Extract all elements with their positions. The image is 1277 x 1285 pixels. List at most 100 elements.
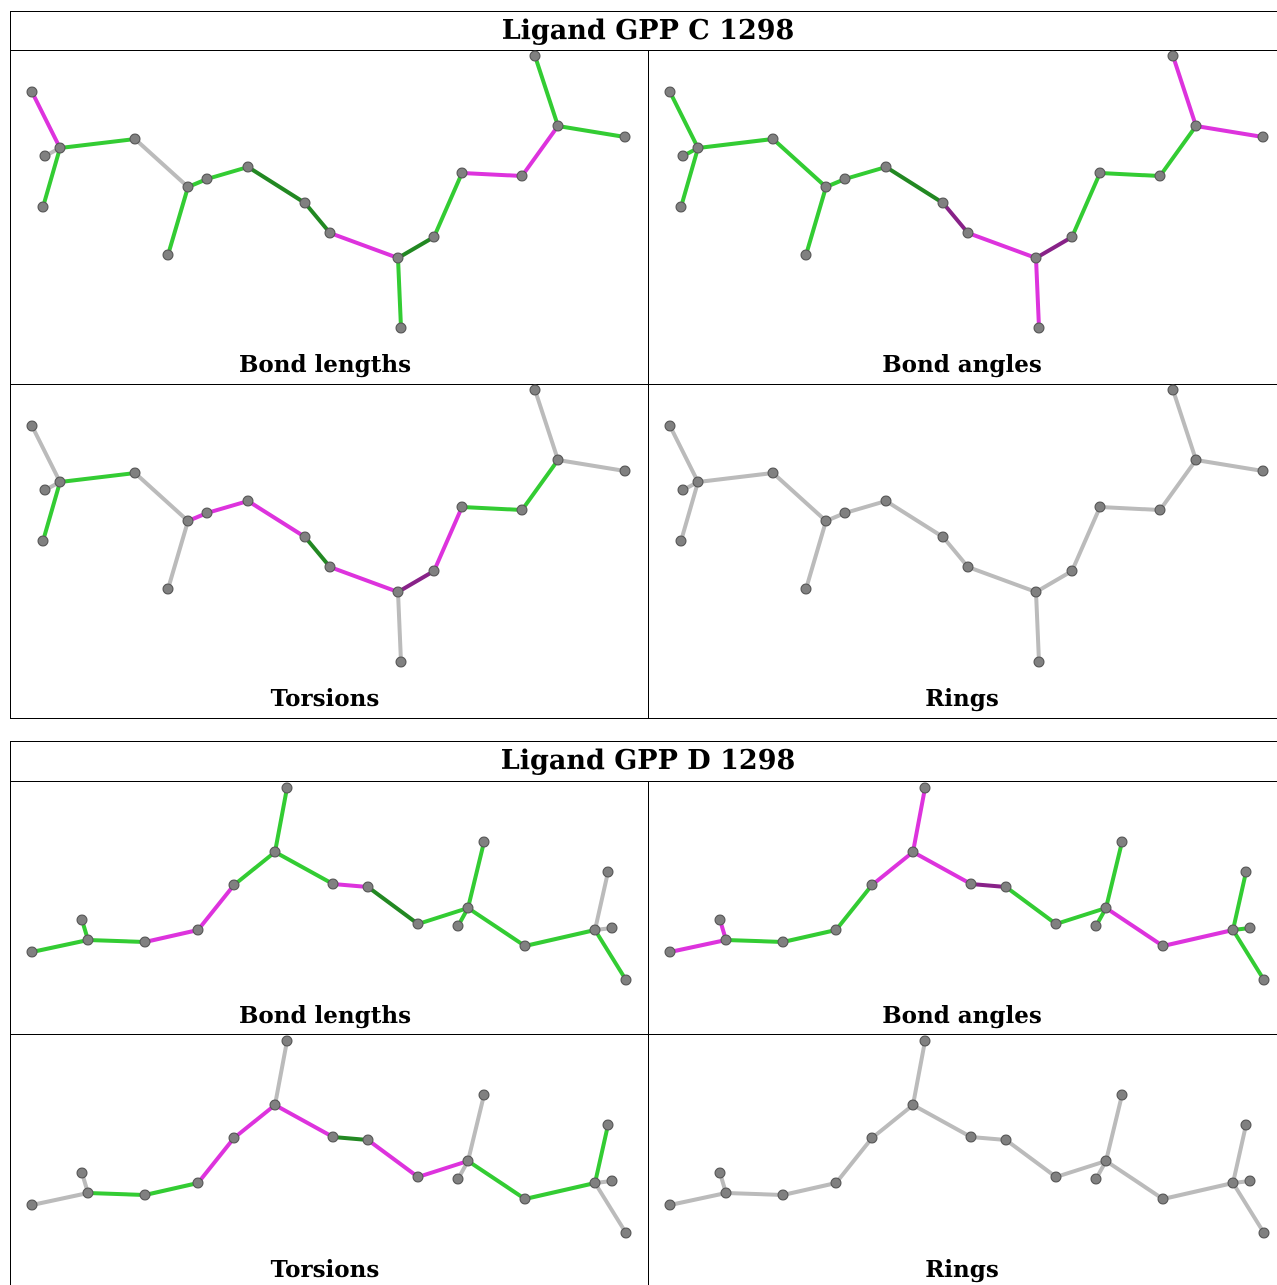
panel-caption: Bond angles bbox=[882, 351, 1042, 378]
atom bbox=[919, 782, 931, 794]
bond bbox=[911, 850, 973, 886]
atom bbox=[456, 167, 468, 179]
bond bbox=[1194, 458, 1265, 473]
atom bbox=[478, 836, 490, 848]
atom bbox=[1257, 465, 1269, 477]
atom bbox=[139, 936, 151, 948]
atom bbox=[1240, 1119, 1252, 1131]
table-title: Ligand GPP D 1298 bbox=[501, 745, 796, 776]
bond bbox=[432, 171, 464, 239]
bond bbox=[273, 850, 335, 886]
atom bbox=[1227, 924, 1239, 936]
atom bbox=[1030, 586, 1042, 598]
bond bbox=[366, 885, 420, 926]
bond bbox=[331, 882, 370, 889]
atom bbox=[299, 531, 311, 543]
bond bbox=[781, 928, 838, 944]
atom bbox=[552, 120, 564, 132]
bond bbox=[328, 231, 400, 260]
atom bbox=[182, 181, 194, 193]
bond bbox=[1231, 1181, 1266, 1235]
atom bbox=[767, 467, 779, 479]
atom bbox=[1094, 501, 1106, 513]
atom bbox=[192, 924, 204, 936]
bond bbox=[966, 565, 1038, 594]
bond bbox=[911, 1103, 973, 1139]
molecule bbox=[26, 782, 632, 986]
bond bbox=[1158, 124, 1198, 178]
bond bbox=[30, 424, 62, 484]
bond bbox=[416, 1159, 470, 1179]
bond bbox=[1034, 569, 1074, 594]
bond bbox=[668, 938, 728, 954]
atom bbox=[462, 902, 474, 914]
bond bbox=[523, 1181, 597, 1201]
atom bbox=[26, 420, 38, 432]
atom bbox=[201, 507, 213, 519]
bond bbox=[804, 185, 828, 257]
atom bbox=[1094, 167, 1106, 179]
atom bbox=[462, 1155, 474, 1167]
bond bbox=[1034, 235, 1074, 260]
atom bbox=[1030, 252, 1042, 264]
bond bbox=[196, 1136, 236, 1185]
bond bbox=[331, 1135, 370, 1142]
atom bbox=[26, 86, 38, 98]
panel-caption: Bond lengths bbox=[239, 1002, 411, 1029]
bond bbox=[41, 480, 62, 543]
bond bbox=[86, 1191, 147, 1197]
atom bbox=[129, 467, 141, 479]
atom bbox=[830, 1177, 842, 1189]
bond bbox=[679, 146, 700, 209]
bond bbox=[804, 519, 828, 591]
atom bbox=[54, 142, 66, 154]
bond bbox=[870, 850, 915, 887]
atom bbox=[82, 1187, 94, 1199]
bond bbox=[30, 90, 62, 150]
bond bbox=[668, 90, 700, 150]
atom bbox=[1033, 656, 1045, 668]
atom bbox=[201, 173, 213, 185]
bond bbox=[1104, 1159, 1165, 1201]
atom bbox=[242, 495, 254, 507]
atom bbox=[395, 322, 407, 334]
atom bbox=[1116, 836, 1128, 848]
molecule bbox=[26, 50, 631, 334]
atom bbox=[362, 1134, 374, 1146]
atom bbox=[720, 934, 732, 946]
atom bbox=[1116, 1089, 1128, 1101]
bond bbox=[724, 938, 785, 944]
atom bbox=[1257, 131, 1269, 143]
molecule bbox=[664, 50, 1269, 334]
bond bbox=[166, 519, 190, 591]
atom bbox=[452, 1173, 464, 1185]
atom bbox=[767, 133, 779, 145]
atom bbox=[619, 131, 631, 143]
atom bbox=[866, 879, 878, 891]
bond bbox=[679, 480, 700, 543]
atom bbox=[324, 227, 336, 239]
atom bbox=[37, 201, 49, 213]
bond bbox=[556, 124, 627, 139]
bond bbox=[143, 928, 200, 944]
bond bbox=[58, 137, 137, 150]
atom bbox=[664, 86, 676, 98]
bond bbox=[1231, 1123, 1248, 1185]
atom bbox=[242, 161, 254, 173]
atom bbox=[714, 1167, 726, 1179]
bond bbox=[1070, 505, 1102, 573]
atom bbox=[677, 484, 689, 496]
bond bbox=[1161, 1181, 1235, 1201]
bond bbox=[1054, 906, 1108, 926]
atom bbox=[327, 878, 339, 890]
bond bbox=[466, 840, 486, 910]
bond bbox=[273, 1103, 335, 1139]
bond bbox=[781, 1181, 838, 1197]
atom bbox=[26, 946, 38, 958]
bond bbox=[196, 883, 236, 932]
bond bbox=[41, 146, 62, 209]
atom bbox=[1157, 1193, 1169, 1205]
atom bbox=[1157, 940, 1169, 952]
atom bbox=[620, 1227, 632, 1239]
